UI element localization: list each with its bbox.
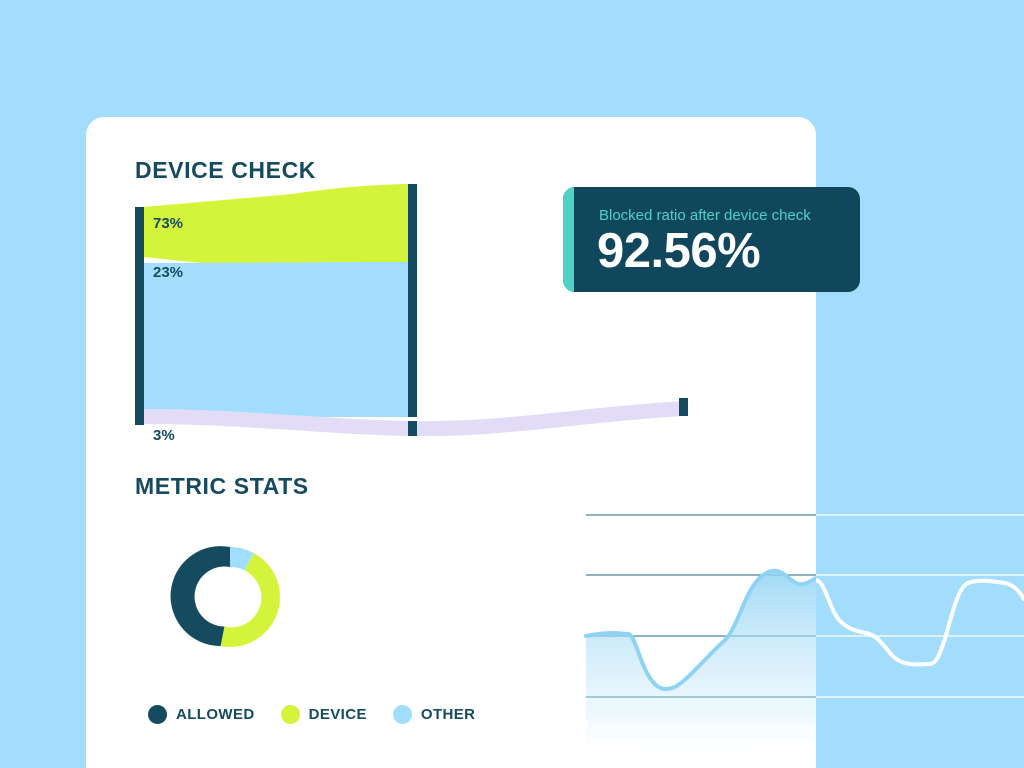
blocked-ratio-badge[interactable]: Blocked ratio after device check 92.56% [563,187,860,292]
metric-stats-donut [170,546,280,647]
legend-label-device: DEVICE [308,706,367,723]
donut-segment-device [220,553,280,647]
donut-segment-other [230,547,255,571]
legend-label-allowed: ALLOWED [176,706,255,723]
legend-item-device[interactable]: DEVICE [280,705,367,724]
metric-trend-chart-foreground [584,514,816,768]
donut-segment-allowed [170,546,230,647]
sankey-label-other: 3% [153,427,175,444]
legend-item-allowed[interactable]: ALLOWED [148,705,255,724]
sankey-label-allowed: 73% [153,215,184,232]
trend-area-fill-fg [584,568,816,768]
donut-legend: ALLOWED DEVICE OTHER [148,705,475,724]
legend-item-other[interactable]: OTHER [392,705,476,724]
legend-dot-other [392,705,412,724]
legend-label-other: OTHER [420,706,476,723]
badge-value: 92.56% [597,224,761,278]
trend-line-outside [816,577,1024,667]
legend-dot-device [280,705,300,724]
legend-dot-allowed [148,705,167,724]
device-check-title: DEVICE CHECK [135,157,317,183]
badge-accent-bar [563,187,574,292]
sankey-label-device: 23% [153,264,184,281]
gridlines-outside [816,514,1024,698]
metric-stats-title: METRIC STATS [135,473,309,499]
badge-label: Blocked ratio after device check [599,207,811,224]
